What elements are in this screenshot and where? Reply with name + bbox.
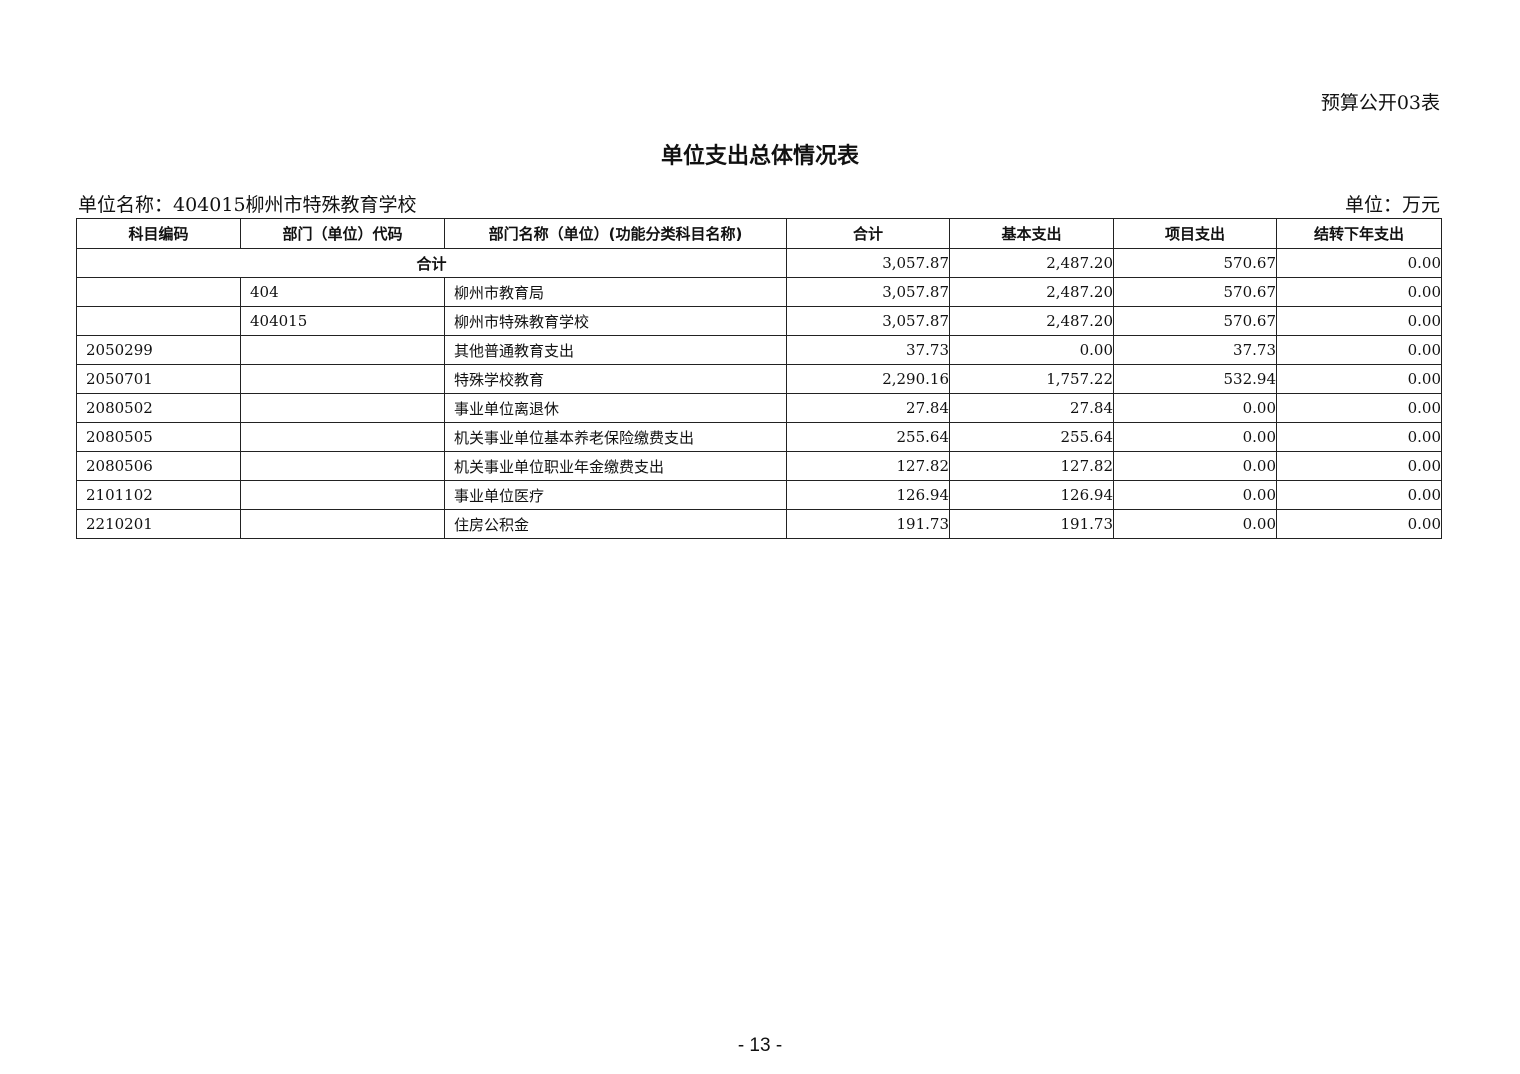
cell-carryover: 0.00	[1276, 393, 1442, 423]
cell-dept-name: 机关事业单位基本养老保险缴费支出	[444, 422, 787, 452]
cell-carryover: 0.00	[1276, 277, 1442, 307]
cell-basic: 127.82	[949, 451, 1114, 481]
cell-subject-code	[76, 306, 241, 336]
cell-subject-code: 2050701	[76, 364, 241, 394]
cell-total: 2,290.16	[786, 364, 950, 394]
total-basic: 2,487.20	[949, 248, 1114, 278]
cell-basic: 2,487.20	[949, 277, 1114, 307]
cell-dept-code: 404015	[240, 306, 445, 336]
cell-dept-code: 404	[240, 277, 445, 307]
table-row: 2080502 事业单位离退休 27.84 27.84 0.00 0.00	[76, 393, 1442, 423]
cell-dept-name: 柳州市特殊教育学校	[444, 306, 787, 336]
total-carryover: 0.00	[1276, 248, 1442, 278]
header-dept-name: 部门名称（单位）(功能分类科目名称)	[444, 218, 787, 249]
cell-project: 37.73	[1113, 335, 1277, 365]
cell-basic: 191.73	[949, 509, 1114, 539]
cell-basic: 255.64	[949, 422, 1114, 452]
cell-dept-name: 其他普通教育支出	[444, 335, 787, 365]
cell-carryover: 0.00	[1276, 335, 1442, 365]
page-number: - 13 -	[737, 1035, 783, 1056]
total-label: 合计	[76, 248, 787, 278]
cell-basic: 27.84	[949, 393, 1114, 423]
cell-total: 27.84	[786, 393, 950, 423]
cell-project: 0.00	[1113, 480, 1277, 510]
currency-unit: 单位：万元	[1344, 194, 1440, 216]
cell-dept-code	[240, 335, 445, 365]
cell-total: 127.82	[786, 451, 950, 481]
table-row: 2050701 特殊学校教育 2,290.16 1,757.22 532.94 0.00	[76, 364, 1442, 394]
table-row: 2080506 机关事业单位职业年金缴费支出 127.82 127.82 0.00 0.0…	[76, 451, 1442, 481]
cell-dept-code	[240, 509, 445, 539]
cell-dept-code	[240, 422, 445, 452]
total-project: 570.67	[1113, 248, 1277, 278]
cell-total: 37.73	[786, 335, 950, 365]
cell-total: 191.73	[786, 509, 950, 539]
cell-dept-name: 事业单位医疗	[444, 480, 787, 510]
table-row: 2210201 住房公积金 191.73 191.73 0.00 0.00	[76, 509, 1442, 539]
cell-subject-code: 2101102	[76, 480, 241, 510]
cell-project: 570.67	[1113, 306, 1277, 336]
cell-subject-code: 2080505	[76, 422, 241, 452]
cell-subject-code	[76, 277, 241, 307]
cell-carryover: 0.00	[1276, 509, 1442, 539]
cell-total: 255.64	[786, 422, 950, 452]
cell-basic: 1,757.22	[949, 364, 1114, 394]
header-subject-code: 科目编码	[76, 218, 241, 249]
cell-dept-code	[240, 393, 445, 423]
cell-carryover: 0.00	[1276, 364, 1442, 394]
cell-dept-name: 特殊学校教育	[444, 364, 787, 394]
cell-dept-code	[240, 364, 445, 394]
cell-project: 0.00	[1113, 509, 1277, 539]
table-row: 404015 柳州市特殊教育学校 3,057.87 2,487.20 570.67 0.0…	[76, 306, 1442, 336]
header-project: 项目支出	[1113, 218, 1277, 249]
cell-total: 3,057.87	[786, 306, 950, 336]
table-row: 2080505 机关事业单位基本养老保险缴费支出 255.64 255.64 0.00 0…	[76, 422, 1442, 452]
cell-dept-code	[240, 480, 445, 510]
cell-basic: 0.00	[949, 335, 1114, 365]
cell-carryover: 0.00	[1276, 422, 1442, 452]
total-sum: 3,057.87	[786, 248, 950, 278]
cell-subject-code: 2210201	[76, 509, 241, 539]
cell-basic: 2,487.20	[949, 306, 1114, 336]
cell-dept-name: 事业单位离退休	[444, 393, 787, 423]
table-row: 404 柳州市教育局 3,057.87 2,487.20 570.67 0.00	[76, 277, 1442, 307]
cell-dept-name: 机关事业单位职业年金缴费支出	[444, 451, 787, 481]
cell-subject-code: 2080506	[76, 451, 241, 481]
cell-project: 532.94	[1113, 364, 1277, 394]
cell-carryover: 0.00	[1276, 451, 1442, 481]
table-header-row: 科目编码 部门（单位）代码 部门名称（单位）(功能分类科目名称) 合计 基本支出…	[76, 218, 1442, 249]
cell-dept-name: 柳州市教育局	[444, 277, 787, 307]
table-row: 2050299 其他普通教育支出 37.73 0.00 37.73 0.00	[76, 335, 1442, 365]
table-row: 2101102 事业单位医疗 126.94 126.94 0.00 0.00	[76, 480, 1442, 510]
cell-total: 126.94	[786, 480, 950, 510]
cell-dept-name: 住房公积金	[444, 509, 787, 539]
header-total: 合计	[786, 218, 950, 249]
form-number: 预算公开03表	[1320, 92, 1440, 114]
cell-dept-code	[240, 451, 445, 481]
cell-total: 3,057.87	[786, 277, 950, 307]
expenditure-table: 科目编码 部门（单位）代码 部门名称（单位）(功能分类科目名称) 合计 基本支出…	[76, 218, 1442, 539]
cell-project: 0.00	[1113, 451, 1277, 481]
header-basic: 基本支出	[949, 218, 1114, 249]
header-carryover: 结转下年支出	[1276, 218, 1442, 249]
total-row: 合计 3,057.87 2,487.20 570.67 0.00	[76, 248, 1442, 278]
cell-carryover: 0.00	[1276, 306, 1442, 336]
unit-name: 单位名称：404015柳州市特殊教育学校	[78, 194, 417, 216]
cell-basic: 126.94	[949, 480, 1114, 510]
cell-project: 0.00	[1113, 393, 1277, 423]
header-dept-code: 部门（单位）代码	[240, 218, 445, 249]
cell-subject-code: 2050299	[76, 335, 241, 365]
cell-subject-code: 2080502	[76, 393, 241, 423]
cell-project: 0.00	[1113, 422, 1277, 452]
cell-carryover: 0.00	[1276, 480, 1442, 510]
page-title: 单位支出总体情况表	[660, 144, 859, 169]
cell-project: 570.67	[1113, 277, 1277, 307]
